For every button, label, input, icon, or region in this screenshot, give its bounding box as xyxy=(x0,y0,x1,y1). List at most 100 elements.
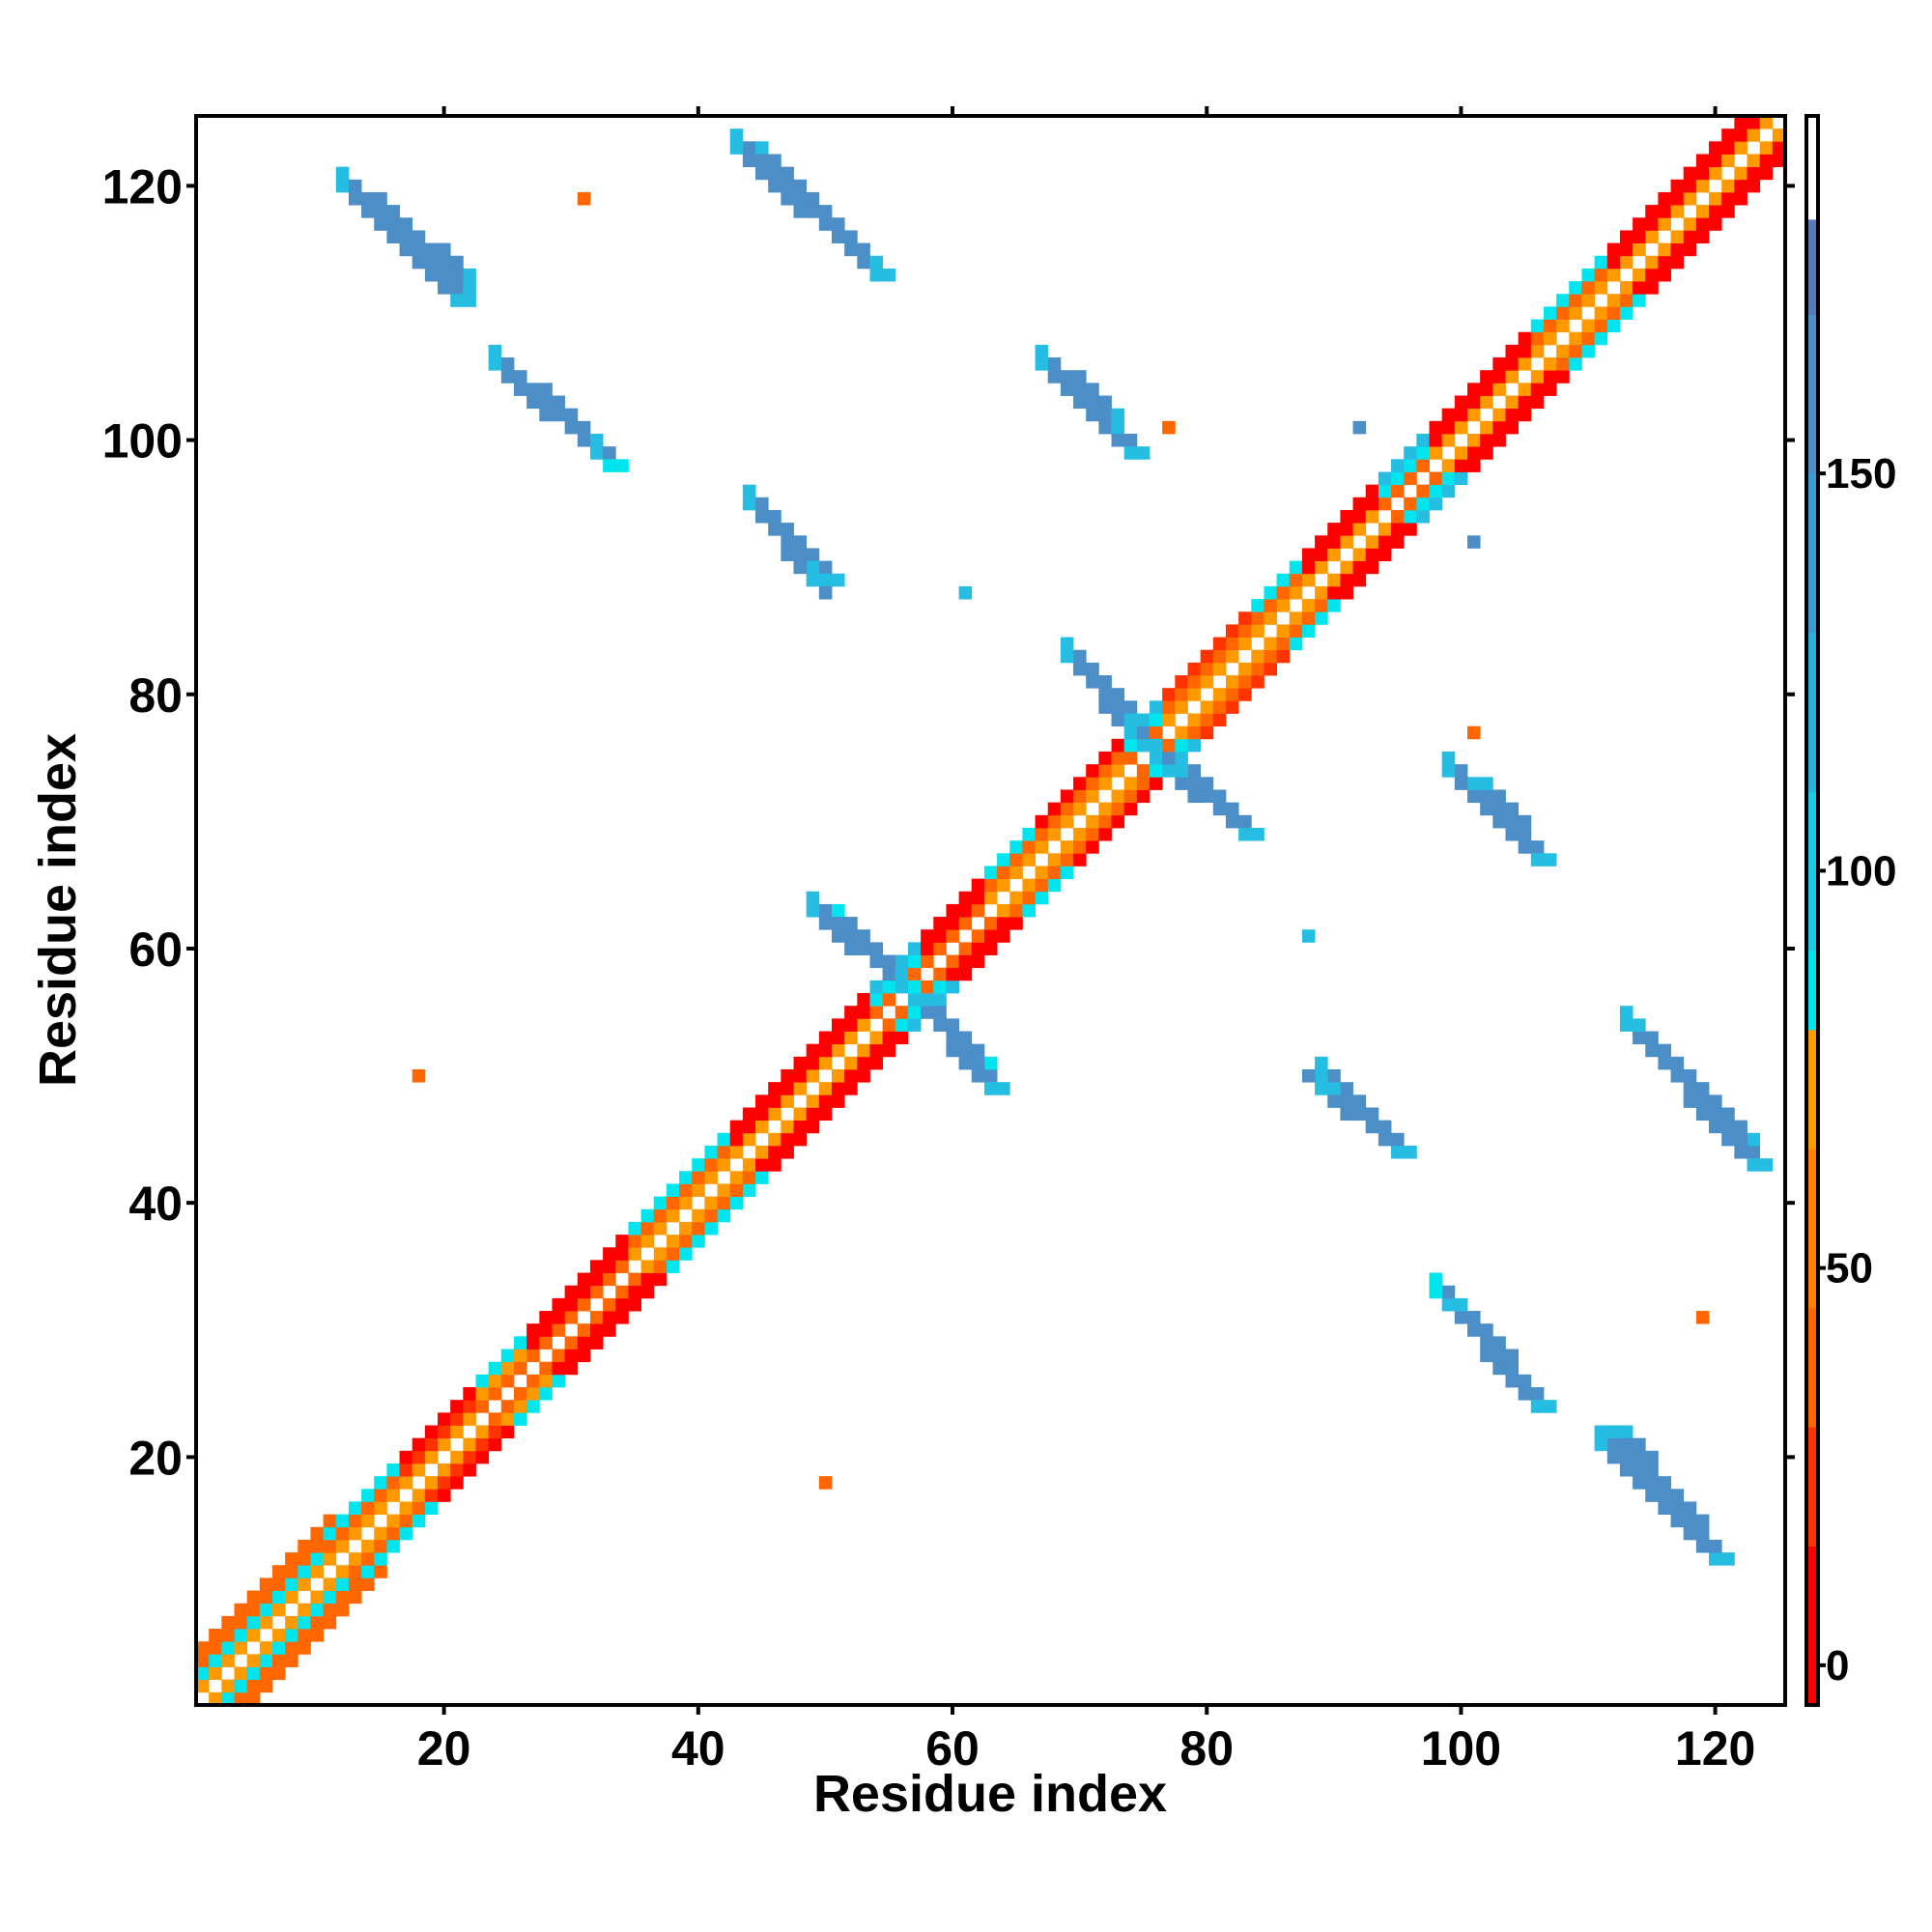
heatmap-cell xyxy=(564,1285,579,1299)
heatmap-cell xyxy=(869,1006,884,1019)
heatmap-cell xyxy=(1352,497,1367,511)
heatmap-cell xyxy=(564,1349,579,1363)
heatmap-cell xyxy=(603,1311,616,1324)
heatmap-cell xyxy=(1276,585,1291,600)
heatmap-cell xyxy=(717,1132,731,1147)
heatmap-cell xyxy=(399,217,413,231)
heatmap-cell xyxy=(1251,599,1264,612)
y-tick-label: 80 xyxy=(128,668,183,723)
top-axis-ticks xyxy=(441,106,1718,116)
heatmap-cell xyxy=(310,1615,324,1630)
heatmap-cell xyxy=(1633,1031,1646,1045)
y-tick-label: 100 xyxy=(102,414,183,469)
colorbar-band xyxy=(1806,791,1818,952)
heatmap-cell xyxy=(271,1666,286,1681)
heatmap-cell xyxy=(1709,1539,1722,1553)
heatmap-cell xyxy=(793,1107,808,1122)
heatmap-cell xyxy=(514,1387,527,1401)
heatmap-cell xyxy=(1467,459,1481,472)
heatmap-cell xyxy=(1670,255,1685,270)
heatmap-cell xyxy=(1658,242,1671,257)
heatmap-cell xyxy=(1480,1336,1493,1350)
heatmap-cell xyxy=(1225,675,1239,689)
heatmap-cell xyxy=(793,535,808,549)
heatmap-cell xyxy=(1378,548,1392,561)
heatmap-cell xyxy=(323,1577,337,1591)
heatmap-cell xyxy=(1098,675,1112,689)
heatmap-cell xyxy=(209,1666,222,1681)
heatmap-cell xyxy=(424,1450,439,1464)
heatmap-cell xyxy=(1619,281,1634,295)
heatmap-cell xyxy=(1073,802,1087,816)
heatmap-cell xyxy=(1162,764,1176,778)
heatmap-cell xyxy=(679,1221,693,1236)
heatmap-cell xyxy=(1505,1349,1520,1363)
heatmap-cell xyxy=(1721,128,1735,142)
heatmap-cell xyxy=(1645,205,1659,218)
heatmap-cell xyxy=(907,1018,922,1032)
heatmap-cell xyxy=(1264,599,1277,612)
heatmap-cell xyxy=(1709,1094,1722,1108)
heatmap-cell xyxy=(1695,217,1710,231)
heatmap-cell xyxy=(209,1654,222,1667)
heatmap-cell xyxy=(882,980,896,994)
heatmap-cell xyxy=(1658,191,1671,206)
heatmap-cell xyxy=(997,903,1010,918)
heatmap-cell xyxy=(196,1654,210,1667)
heatmap-cell xyxy=(1327,599,1341,612)
heatmap-cell xyxy=(1098,688,1112,701)
heatmap-cell xyxy=(450,1450,464,1464)
heatmap-cell xyxy=(997,878,1010,893)
heatmap-cell xyxy=(1518,1387,1532,1401)
heatmap-cell xyxy=(1683,1526,1697,1541)
heatmap-cell xyxy=(1467,777,1481,790)
heatmap-cell xyxy=(1175,777,1188,790)
heatmap-cell xyxy=(386,1489,400,1502)
heatmap-cell xyxy=(1619,1463,1634,1477)
heatmap-cell xyxy=(1136,738,1151,753)
heatmap-cell xyxy=(259,1679,273,1693)
heatmap-cell xyxy=(1187,738,1202,753)
heatmap-cell xyxy=(781,523,794,536)
heatmap-cell xyxy=(1225,802,1239,816)
heatmap-cell xyxy=(374,217,387,231)
heatmap-cell xyxy=(526,1374,540,1388)
heatmap-cell xyxy=(755,1107,769,1122)
heatmap-cell xyxy=(1645,230,1659,243)
heatmap-cell xyxy=(1276,649,1291,664)
heatmap-cell xyxy=(781,191,794,206)
heatmap-cell xyxy=(1073,662,1087,676)
heatmap-cell xyxy=(577,1323,591,1337)
heatmap-cell xyxy=(958,967,973,981)
heatmap-cell xyxy=(692,1221,705,1236)
heatmap-cell xyxy=(921,954,934,969)
heatmap-cell xyxy=(1467,408,1481,422)
heatmap-cell xyxy=(806,1043,820,1058)
heatmap-cell xyxy=(1187,764,1202,778)
heatmap-cell xyxy=(1454,408,1468,422)
heatmap-cell xyxy=(844,917,858,930)
heatmap-cell xyxy=(832,230,845,243)
heatmap-cell xyxy=(1098,777,1112,790)
heatmap-cell xyxy=(1480,1349,1493,1363)
heatmap-cell xyxy=(1187,789,1202,804)
heatmap-cell xyxy=(1060,789,1074,804)
heatmap-cell xyxy=(755,509,769,524)
heatmap-cell xyxy=(1454,777,1468,790)
heatmap-cell xyxy=(1009,903,1023,918)
heatmap-cell xyxy=(946,954,959,969)
heatmap-cell xyxy=(221,1654,235,1667)
heatmap-cell xyxy=(640,1208,655,1223)
heatmap-cell xyxy=(1556,319,1570,333)
heatmap-cell xyxy=(335,166,350,181)
heatmap-cell xyxy=(933,993,947,1007)
heatmap-cell xyxy=(615,1285,629,1299)
heatmap-cell xyxy=(450,294,464,307)
heatmap-cell xyxy=(1454,1297,1468,1312)
heatmap-cell xyxy=(539,1336,553,1350)
heatmap-cell xyxy=(1327,1069,1341,1083)
heatmap-cell xyxy=(717,1196,731,1210)
heatmap-cell xyxy=(1454,471,1468,486)
heatmap-cell xyxy=(1327,573,1341,587)
heatmap-cell xyxy=(1759,166,1774,181)
